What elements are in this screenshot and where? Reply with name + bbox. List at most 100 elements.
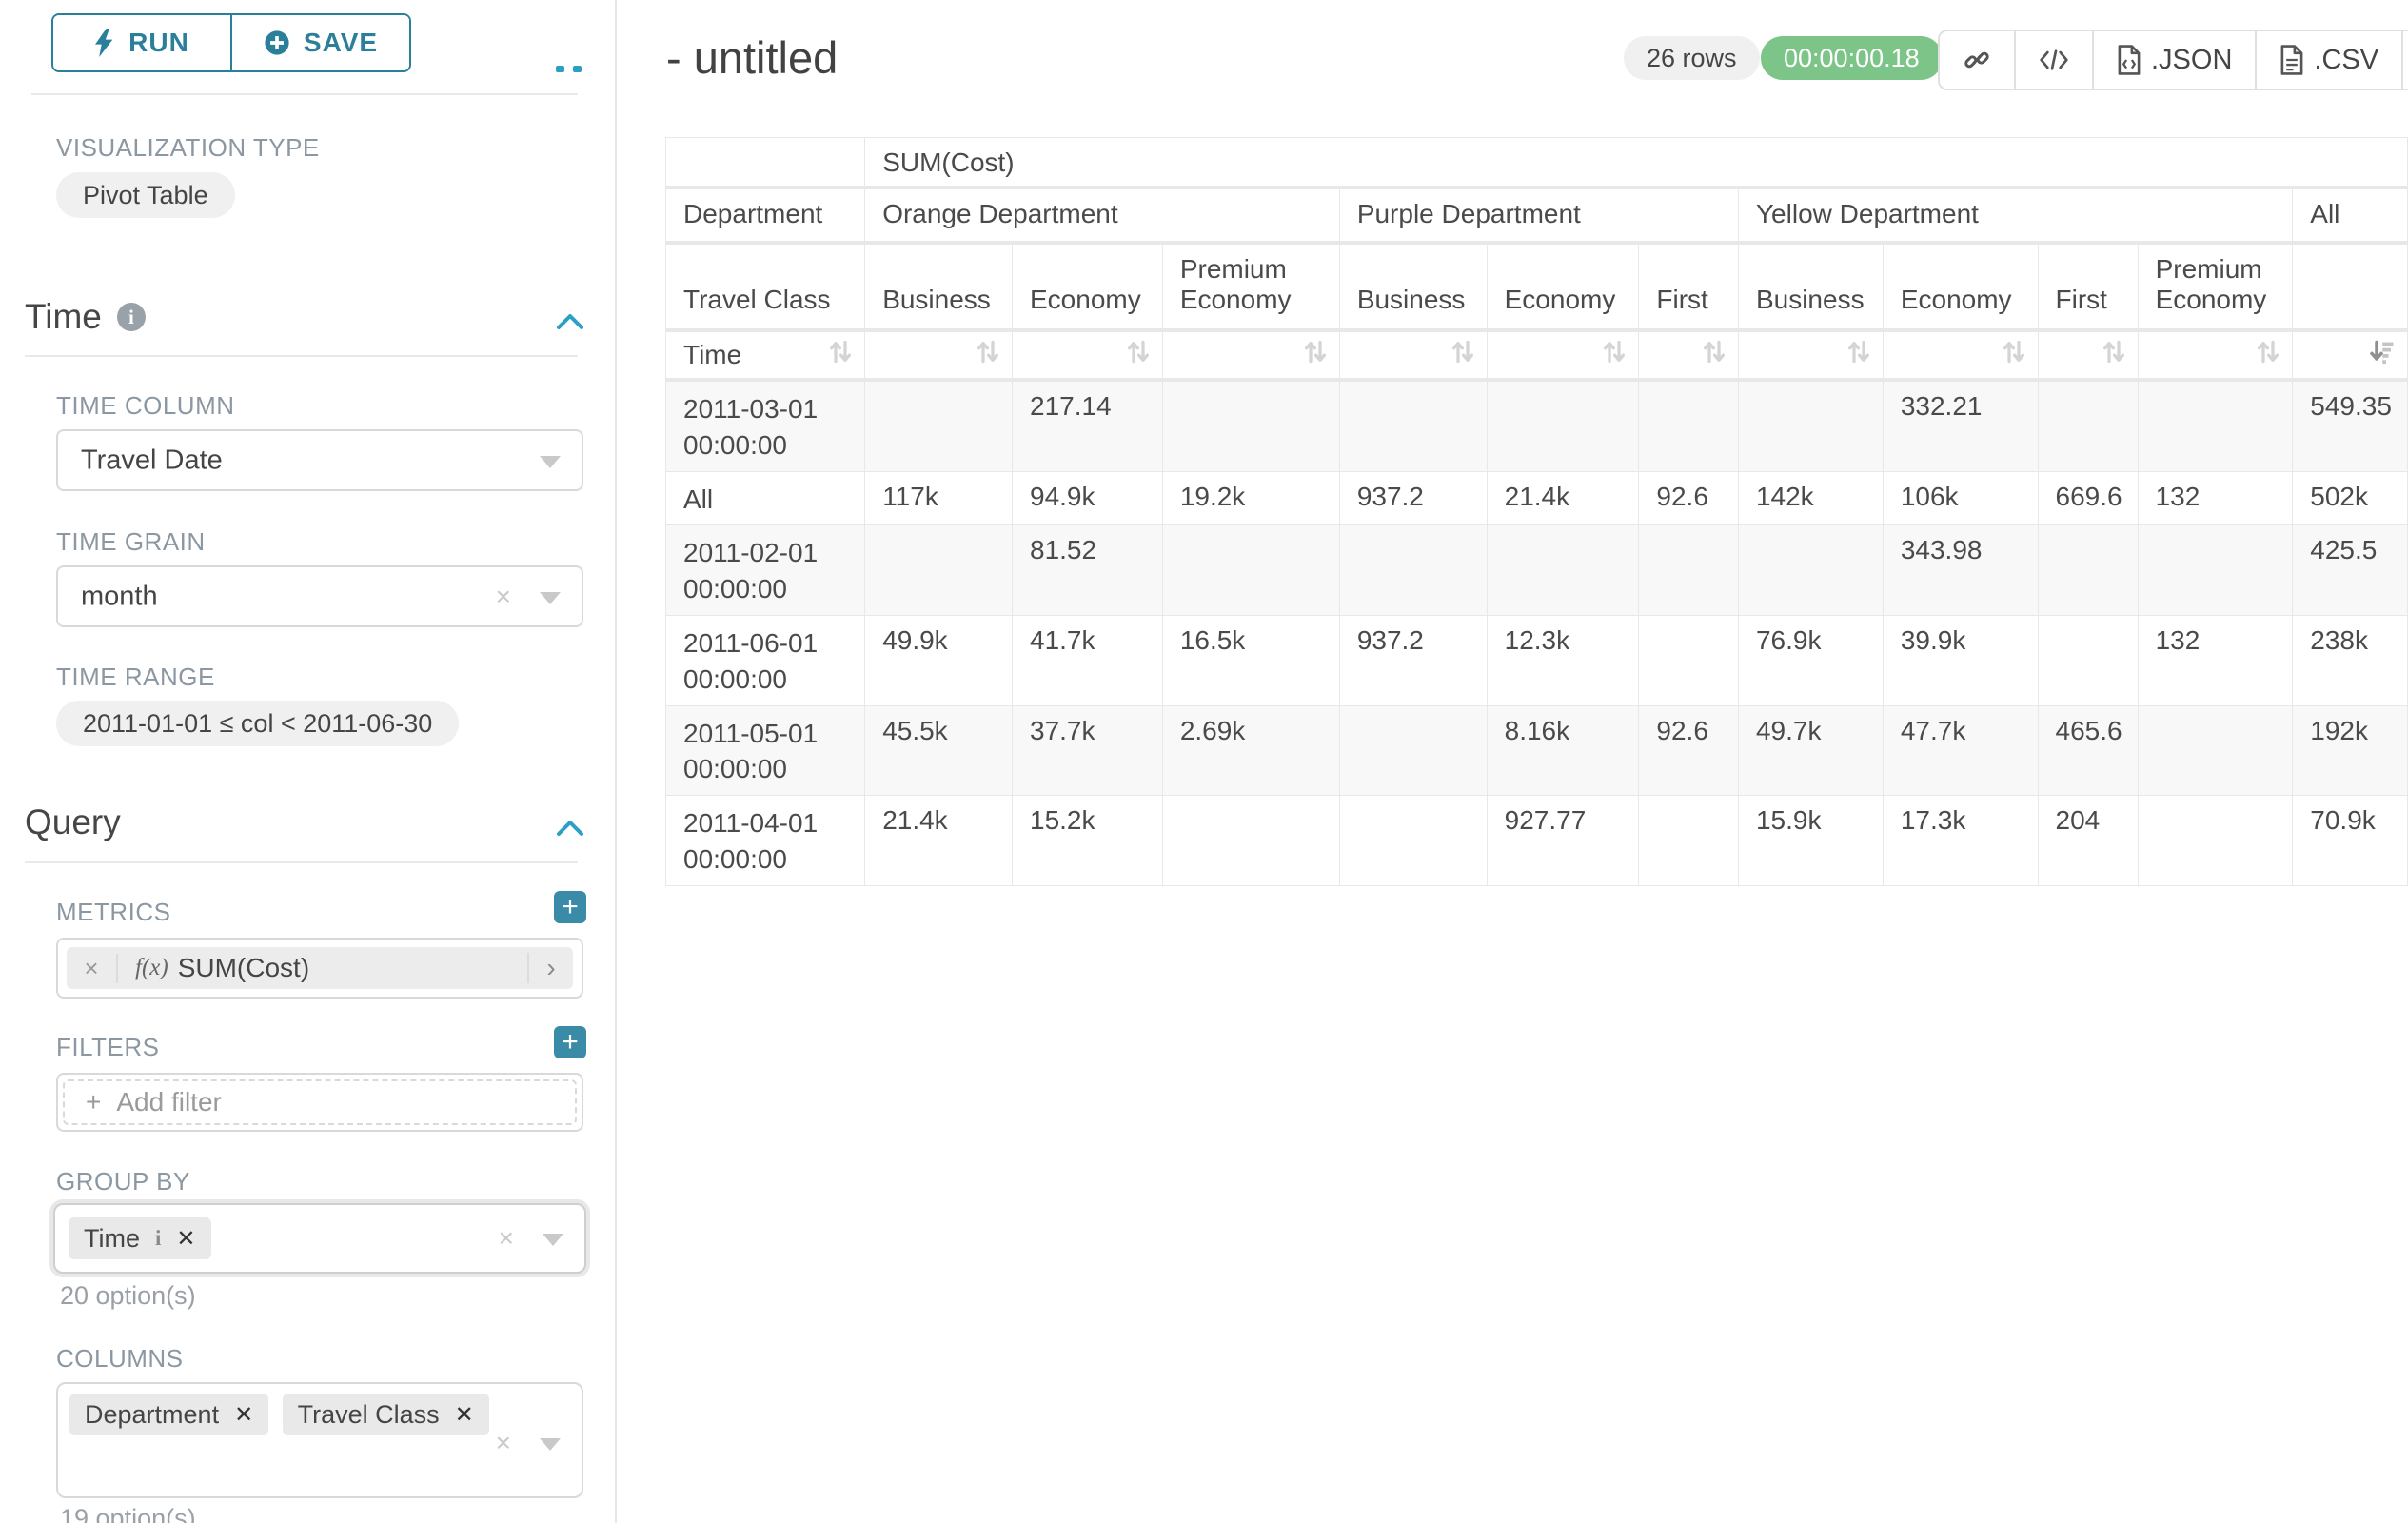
pivot-value-cell: 92.6: [1639, 471, 1739, 525]
time-grain-select[interactable]: month ×: [56, 565, 583, 627]
sort-icon[interactable]: [2002, 338, 2026, 373]
link-icon: [1963, 46, 1991, 74]
pivot-column-sort-header[interactable]: [2038, 330, 2138, 380]
sort-icon[interactable]: [2256, 338, 2280, 373]
remove-tag-icon[interactable]: ✕: [234, 1401, 253, 1429]
time-column-label: TIME COLUMN: [56, 391, 235, 421]
query-section-heading[interactable]: Query: [25, 802, 121, 842]
viz-type-pill[interactable]: Pivot Table: [56, 172, 235, 218]
pivot-column-sort-header[interactable]: [865, 330, 1013, 380]
pivot-travel-class-header: Premium Economy: [2138, 243, 2293, 330]
pivot-column-sort-header[interactable]: [1339, 330, 1487, 380]
remove-tag-icon[interactable]: ✕: [455, 1401, 474, 1429]
sort-icon[interactable]: [2102, 338, 2126, 373]
save-button-label: SAVE: [304, 28, 378, 58]
sort-icon[interactable]: [1602, 338, 1627, 373]
pivot-value-cell: 8.16k: [1487, 705, 1639, 796]
row-count-badge: 26 rows: [1624, 36, 1760, 80]
sort-icon[interactable]: [1846, 338, 1871, 373]
query-timer-badge: 00:00:00.18: [1761, 36, 1943, 80]
time-range-label: TIME RANGE: [56, 663, 215, 692]
pivot-value-cell: [1339, 525, 1487, 616]
section-divider: [31, 93, 578, 95]
pivot-column-sort-header[interactable]: [2138, 330, 2293, 380]
tag-label: Time: [84, 1224, 140, 1254]
sort-icon[interactable]: [1702, 338, 1727, 373]
pivot-value-cell: 2.69k: [1162, 705, 1339, 796]
columns-option-count: 19 option(s): [60, 1504, 196, 1523]
section-divider: [25, 861, 578, 863]
pivot-value-cell: [1162, 380, 1339, 471]
clear-icon[interactable]: ×: [496, 582, 511, 612]
pivot-time-sort-header[interactable]: Time: [666, 330, 865, 380]
copy-link-button[interactable]: [1940, 31, 2014, 89]
sort-icon[interactable]: [828, 338, 853, 373]
group-by-label: GROUP BY: [56, 1167, 190, 1197]
group-by-select[interactable]: Time i ✕ ×: [53, 1203, 586, 1274]
pivot-value-cell: [1487, 525, 1639, 616]
chevron-right-icon[interactable]: ›: [527, 953, 573, 983]
save-button[interactable]: SAVE: [230, 15, 409, 70]
pivot-value-cell: [2038, 380, 2138, 471]
add-metric-button[interactable]: +: [554, 891, 586, 923]
control-panel-sidebar: Chart Type RUN SAVE VISUALIZATION TYPE P…: [0, 0, 617, 1523]
plus-icon: +: [86, 1087, 101, 1118]
pivot-value-cell: [865, 525, 1013, 616]
sort-icon[interactable]: [976, 338, 1000, 373]
more-options-button[interactable]: [2401, 31, 2408, 89]
pivot-value-cell: 669.6: [2038, 471, 2138, 525]
pivot-travel-class-header: [2293, 243, 2408, 330]
time-section-heading[interactable]: Time i: [25, 297, 146, 337]
clear-icon[interactable]: ×: [496, 1428, 511, 1458]
pivot-value-cell: 41.7k: [1013, 615, 1163, 705]
pivot-column-sort-header[interactable]: [1738, 330, 1883, 380]
pivot-travel-class-header: Economy: [1013, 243, 1163, 330]
pivot-value-cell: [2038, 525, 2138, 616]
pivot-column-sort-header[interactable]: [1487, 330, 1639, 380]
time-grain-label: TIME GRAIN: [56, 527, 206, 557]
view-query-button[interactable]: [2014, 31, 2092, 89]
pivot-value-cell: [1339, 796, 1487, 886]
export-csv-button[interactable]: .CSV: [2255, 31, 2401, 89]
metrics-control: × f(x) SUM(Cost) ›: [56, 938, 583, 999]
columns-select[interactable]: Department ✕ Travel Class ✕ ×: [56, 1382, 583, 1498]
collapse-chevron-icon[interactable]: [556, 819, 584, 838]
remove-tag-icon[interactable]: ✕: [176, 1225, 195, 1253]
pivot-data-row: All117k94.9k19.2k937.221.4k92.6142k106k6…: [666, 471, 2408, 525]
pivot-value-cell: 37.7k: [1013, 705, 1163, 796]
sort-icon[interactable]: [1303, 338, 1328, 373]
sort-icon[interactable]: [1126, 338, 1151, 373]
chart-title[interactable]: - untitled: [666, 31, 838, 84]
pivot-column-sort-header[interactable]: [1639, 330, 1739, 380]
pivot-column-sort-header[interactable]: [1013, 330, 1163, 380]
pivot-value-cell: [1639, 525, 1739, 616]
pivot-value-cell: [1487, 380, 1639, 471]
json-button-label: .JSON: [2151, 45, 2232, 76]
pivot-value-cell: 465.6: [2038, 705, 2138, 796]
collapse-chevron-icon[interactable]: [556, 312, 584, 331]
caret-down-icon: [540, 1438, 561, 1451]
add-filter-button[interactable]: + Add filter: [63, 1079, 577, 1125]
add-filter-plus-button[interactable]: +: [554, 1026, 586, 1058]
clear-icon[interactable]: ×: [499, 1223, 514, 1254]
time-column-select[interactable]: Travel Date: [56, 429, 583, 491]
metric-pill[interactable]: × f(x) SUM(Cost) ›: [67, 947, 573, 989]
pivot-column-sort-header[interactable]: [2293, 330, 2408, 380]
chevron-up-icon: [573, 66, 582, 72]
pivot-value-cell: 549.35: [2293, 380, 2408, 471]
pivot-table-container: SUM(Cost)DepartmentOrange DepartmentPurp…: [665, 137, 2408, 886]
pivot-column-sort-header[interactable]: [1162, 330, 1339, 380]
pivot-row-label: 2011-05-01 00:00:00: [666, 705, 865, 796]
pivot-value-cell: 19.2k: [1162, 471, 1339, 525]
sort-icon[interactable]: [1451, 338, 1475, 373]
pivot-value-cell: 21.4k: [865, 796, 1013, 886]
caret-down-icon: [540, 592, 561, 604]
pivot-column-sort-header[interactable]: [1883, 330, 2038, 380]
sort-descending-icon[interactable]: [2367, 338, 2396, 373]
function-icon: f(x): [135, 955, 168, 981]
pivot-data-row: 2011-03-01 00:00:00217.14332.21549.35: [666, 380, 2408, 471]
remove-metric-icon[interactable]: ×: [67, 954, 118, 983]
run-button[interactable]: RUN: [53, 15, 230, 70]
time-range-pill[interactable]: 2011-01-01 ≤ col < 2011-06-30: [56, 701, 459, 746]
export-json-button[interactable]: .JSON: [2092, 31, 2255, 89]
